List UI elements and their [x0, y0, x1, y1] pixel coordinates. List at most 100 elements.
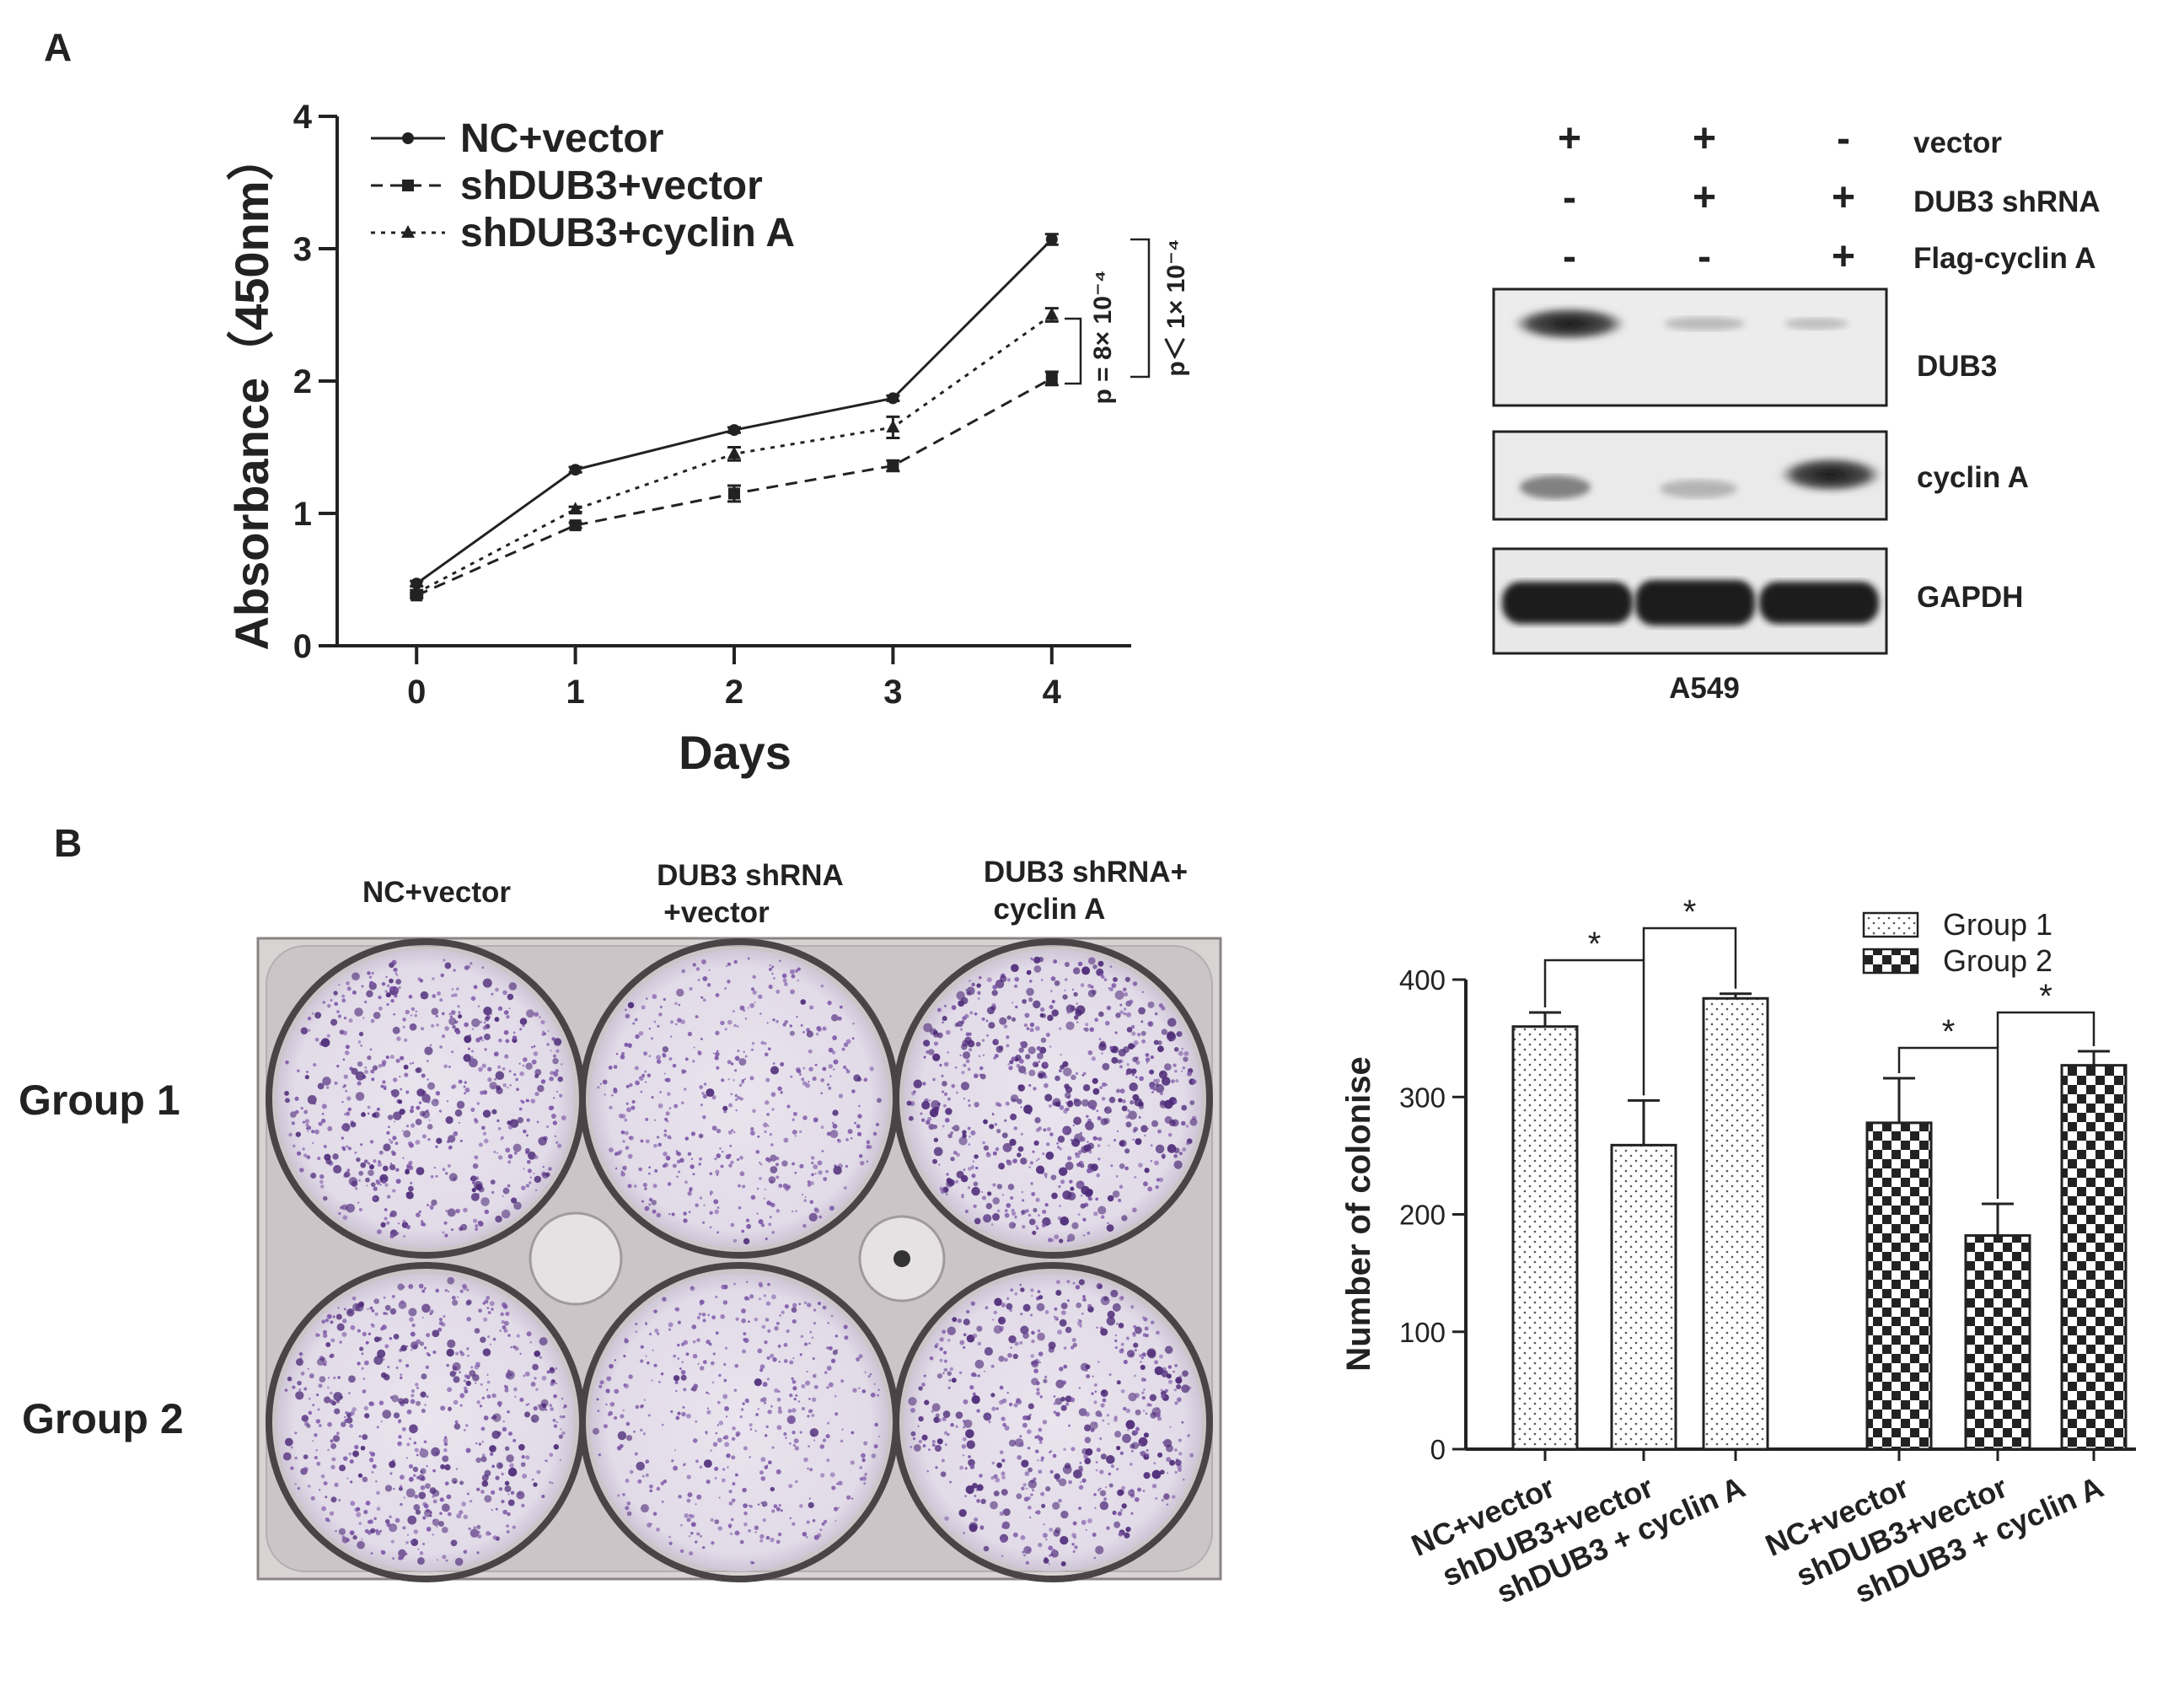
colony	[812, 1077, 817, 1082]
colony	[735, 1098, 738, 1101]
colony	[1150, 1320, 1155, 1324]
colony	[837, 1016, 842, 1021]
colony	[345, 1045, 350, 1050]
colony	[282, 1452, 292, 1461]
colony	[700, 1302, 702, 1306]
colony	[778, 1184, 783, 1188]
y-tick-label: 400	[1399, 964, 1446, 996]
colony	[458, 1011, 461, 1014]
colony	[453, 1376, 460, 1383]
colony	[702, 1318, 706, 1323]
colony	[976, 1325, 983, 1332]
colony	[1089, 1421, 1098, 1430]
colony	[734, 1530, 740, 1536]
colony	[555, 1049, 560, 1053]
colony	[1007, 1184, 1015, 1190]
colony	[527, 1168, 532, 1173]
colony	[681, 1101, 684, 1104]
colony	[482, 1131, 487, 1136]
colony	[801, 1077, 805, 1082]
colony	[642, 1432, 647, 1436]
colony	[689, 986, 693, 991]
colony	[1145, 1057, 1151, 1062]
colony	[662, 1053, 667, 1058]
colony	[284, 1437, 293, 1447]
colony	[645, 1081, 647, 1083]
colony	[543, 1032, 547, 1036]
colony	[1087, 1303, 1092, 1309]
colony	[1141, 1352, 1146, 1357]
colony	[545, 1459, 548, 1463]
colony	[798, 1071, 802, 1073]
colony	[1032, 1489, 1034, 1492]
colony	[689, 1187, 693, 1191]
colony	[373, 1356, 384, 1366]
colony	[681, 1411, 686, 1417]
colony	[677, 1343, 680, 1347]
colony	[1096, 1283, 1103, 1290]
colony	[442, 1455, 449, 1463]
colony	[695, 1459, 699, 1463]
colony	[1065, 1402, 1070, 1406]
colony	[345, 1410, 349, 1415]
colony	[1061, 1380, 1067, 1385]
colony	[312, 1141, 314, 1144]
colony	[406, 1457, 409, 1459]
colony	[508, 1007, 511, 1010]
colony	[742, 1487, 747, 1493]
colony	[640, 1139, 644, 1143]
colony	[356, 1512, 362, 1517]
colony	[397, 1283, 405, 1291]
colony	[701, 1092, 705, 1095]
colony	[1128, 1043, 1135, 1050]
colony	[436, 1525, 438, 1528]
colony	[464, 1022, 470, 1028]
colony	[362, 1378, 366, 1380]
colony	[341, 1125, 346, 1131]
colony	[711, 1095, 716, 1100]
colony	[357, 1361, 361, 1366]
colony	[813, 1322, 817, 1325]
colony	[1157, 1452, 1163, 1458]
colony	[418, 1491, 427, 1500]
colony	[398, 1486, 403, 1491]
colony	[650, 1037, 653, 1040]
colony	[1116, 1130, 1119, 1132]
colony	[977, 1374, 980, 1378]
colony	[483, 1021, 486, 1024]
colony	[440, 1405, 446, 1411]
colony	[777, 1345, 781, 1348]
colony	[315, 1419, 321, 1424]
colony	[793, 1438, 799, 1444]
colony	[711, 1125, 717, 1131]
colony	[1080, 1136, 1086, 1142]
colony	[1048, 1341, 1056, 1350]
colony	[444, 1026, 449, 1031]
colony	[1091, 1056, 1096, 1061]
colony	[358, 1170, 364, 1176]
colony	[1076, 1002, 1079, 1005]
colony	[731, 1517, 734, 1522]
colony	[346, 981, 350, 986]
colony	[309, 1373, 314, 1379]
colony	[877, 1394, 879, 1397]
colony	[458, 1121, 460, 1124]
colony	[1158, 1070, 1167, 1079]
colony	[654, 1168, 658, 1173]
colony	[395, 979, 402, 985]
colony	[990, 1223, 994, 1226]
colony	[675, 1151, 680, 1156]
colony	[781, 973, 787, 979]
colony	[346, 1308, 355, 1317]
colony	[644, 1206, 650, 1211]
colony	[502, 1067, 506, 1071]
colony	[415, 1119, 422, 1125]
colony	[1079, 1461, 1082, 1464]
colony	[809, 1330, 813, 1334]
colony	[755, 1149, 760, 1154]
colony	[670, 1410, 673, 1414]
colony	[531, 1478, 534, 1481]
colony	[1071, 988, 1075, 991]
colony	[437, 1327, 443, 1332]
colony	[747, 1297, 750, 1301]
